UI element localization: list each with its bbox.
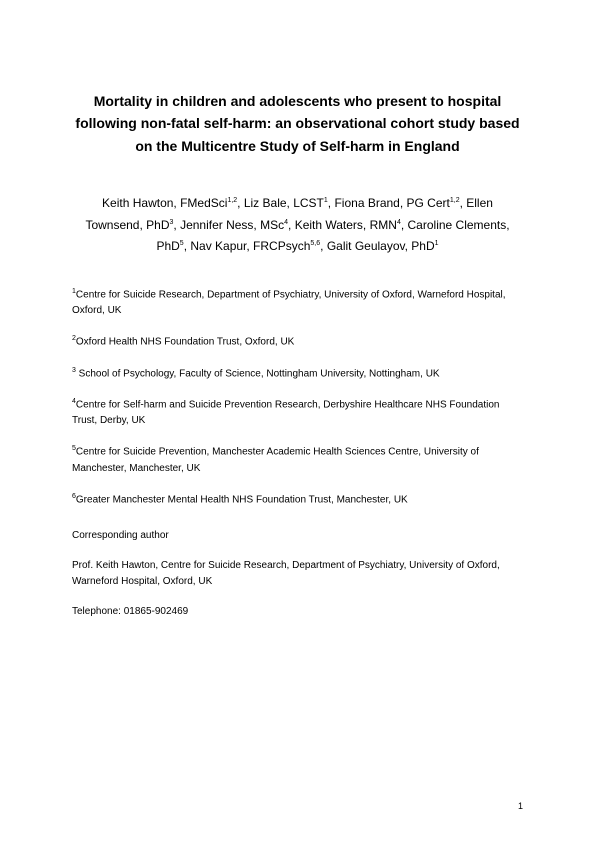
affiliation: 1Centre for Suicide Research, Department…: [72, 286, 523, 319]
author-sup: 1,2: [227, 197, 237, 204]
affiliation-text: Greater Manchester Mental Health NHS Fou…: [76, 494, 408, 505]
affiliation: 6Greater Manchester Mental Health NHS Fo…: [72, 491, 523, 508]
author-sup: 1,2: [450, 197, 460, 204]
corresponding-block: Corresponding author Prof. Keith Hawton,…: [72, 528, 523, 620]
author: Fiona Brand, PG Cert: [334, 196, 449, 210]
affiliation: 5Centre for Suicide Prevention, Manchest…: [72, 443, 523, 476]
affiliation-text: Centre for Self-harm and Suicide Prevent…: [72, 399, 499, 426]
affiliation: 3 School of Psychology, Faculty of Scien…: [72, 365, 523, 382]
author: Jennifer Ness, MSc: [180, 218, 284, 232]
author-sup: 4: [397, 219, 401, 226]
affiliation: 2Oxford Health NHS Foundation Trust, Oxf…: [72, 333, 523, 350]
author-sup: 4: [284, 219, 288, 226]
author-sup: 1: [324, 197, 328, 204]
page-number: 1: [518, 801, 523, 811]
affiliations-block: 1Centre for Suicide Research, Department…: [72, 286, 523, 508]
author-sup: 5,6: [310, 240, 320, 247]
affiliation: 4Centre for Self-harm and Suicide Preven…: [72, 396, 523, 429]
author: Keith Hawton, FMedSci: [102, 196, 227, 210]
corresponding-detail: Prof. Keith Hawton, Centre for Suicide R…: [72, 558, 523, 590]
author-sup: 5: [180, 240, 184, 247]
affiliation-text: Centre for Suicide Research, Department …: [72, 289, 506, 316]
authors-block: Keith Hawton, FMedSci1,2, Liz Bale, LCST…: [72, 193, 523, 258]
affiliation-text: Oxford Health NHS Foundation Trust, Oxfo…: [76, 337, 294, 348]
author: Nav Kapur, FRCPsych: [190, 239, 310, 253]
author: Keith Waters, RMN: [295, 218, 397, 232]
author: Galit Geulayov, PhD: [327, 239, 435, 253]
corresponding-telephone: Telephone: 01865-902469: [72, 604, 523, 620]
affiliation-text: Centre for Suicide Prevention, Mancheste…: [72, 447, 479, 474]
paper-title: Mortality in children and adolescents wh…: [72, 90, 523, 157]
author-sup: 3: [169, 219, 173, 226]
author: Liz Bale, LCST: [244, 196, 324, 210]
corresponding-header: Corresponding author: [72, 528, 523, 544]
affiliation-text: School of Psychology, Faculty of Science…: [76, 368, 440, 379]
author-sup: 1: [435, 240, 439, 247]
